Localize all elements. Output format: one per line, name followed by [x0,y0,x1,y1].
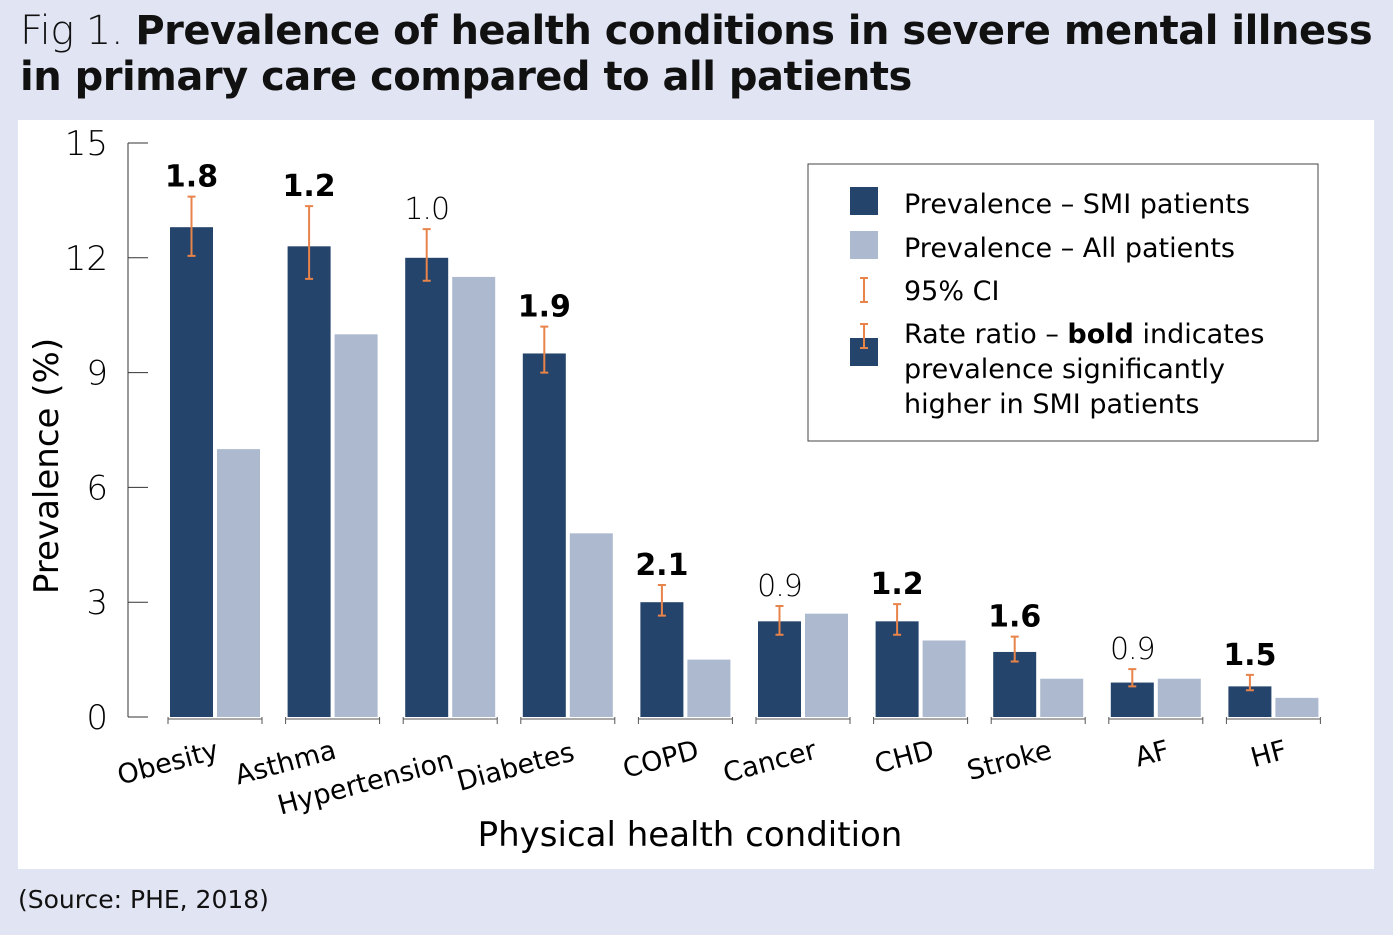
x-tick-label: CHD [871,735,937,780]
category-bracket [167,717,263,724]
rate-ratio-label: 1.0 [404,192,449,227]
bar-all-copd [687,659,731,717]
legend-label-ratio-line2: prevalence significantly [904,354,1225,385]
y-tick-label: 3 [86,583,108,623]
bar-smi-hf [1228,686,1272,717]
legend-ratio-ci-icon [860,323,868,349]
bar-smi-diabetes [522,353,566,717]
ci-error-bar [187,195,196,257]
bar-all-hf [1275,697,1319,717]
category-bracket [1108,717,1204,724]
legend-label-all: Prevalence – All patients [904,233,1235,264]
ci-error-bar [775,605,784,636]
source-note: (Source: PHE, 2018) [18,885,269,914]
x-tick-label: Obesity [114,735,222,792]
rate-ratio-label: 0.9 [757,569,802,604]
bar-smi-af [1110,682,1154,717]
x-tick-label: AF [1132,735,1173,774]
ci-error-bar [305,205,314,280]
x-tick-label: Stroke [964,735,1055,787]
bar-smi-obesity [170,227,213,718]
y-tick-label: 15 [65,124,108,164]
rate-ratio-label: 1.5 [1223,638,1276,673]
category-bracket [402,717,498,724]
ci-error-bar [893,603,902,636]
y-tick-label: 9 [86,354,108,394]
ci-error-bar [1128,668,1137,688]
rate-ratio-label: 1.2 [283,169,336,204]
y-tick-label: 12 [65,239,108,279]
legend-ratio-text-part: Rate ratio – [904,319,1067,350]
y-axis-label: Prevalence (%) [27,338,67,594]
x-tick-label: Diabetes [454,737,578,798]
category-bracket [285,717,381,724]
rate-ratio-label: 1.6 [988,600,1041,635]
category-bracket [637,717,733,724]
bar-smi-stroke [993,651,1037,717]
ci-error-bar [1010,635,1019,663]
x-axis-label: Physical health condition [478,815,903,855]
rate-ratio-label: 1.8 [165,160,218,195]
bar-smi-cancer [758,621,801,717]
figure-title-text: Prevalence of health conditions in sever… [20,8,1373,100]
y-tick-label: 0 [86,698,108,738]
y-tick-label: 6 [86,468,108,508]
rate-ratio-label: 1.9 [518,290,571,325]
bar-smi-chd [875,621,919,717]
rate-ratio-label: 1.2 [871,567,924,602]
bar-all-obesity [217,449,260,717]
ci-error-bar [657,583,666,617]
bar-all-chd [922,640,966,717]
bar-all-cancer [805,613,848,717]
bar-all-diabetes [569,533,613,717]
legend-label-ci: 95% CI [904,276,999,307]
bar-all-asthma [334,334,378,717]
category-bracket [755,717,851,724]
figure-prefix: Fig 1. [20,8,124,54]
legend-label-ratio-line3: higher in SMI patients [904,389,1199,420]
ci-error-bar [1245,673,1254,692]
bar-all-af [1157,678,1201,717]
legend-ratio-text-part: indicates [1134,319,1265,350]
bar-smi-hypertension [405,257,449,717]
figure-title: Fig 1. Prevalence of health conditions i… [20,8,1393,100]
bar-all-stroke [1040,678,1084,717]
legend-ratio-text-part: bold [1067,319,1133,350]
category-bracket [873,717,969,724]
category-bracket [520,717,616,724]
x-tick-label: Cancer [720,735,821,790]
bar-all-hypertension [452,276,496,717]
legend-label-smi: Prevalence – SMI patients [904,189,1250,220]
bar-smi-asthma [287,246,331,717]
rate-ratio-label: 0.9 [1110,632,1155,667]
category-bracket [990,717,1086,724]
legend-swatch-smi [850,187,878,215]
bar-smi-copd [640,602,684,717]
ci-error-bar [540,325,549,374]
x-tick-label: COPD [620,735,703,785]
x-tick-label: HF [1248,735,1291,774]
legend-ci-icon [860,277,868,303]
legend-label-ratio: Rate ratio – bold indicates [904,319,1264,350]
rate-ratio-label: 2.1 [635,548,688,583]
ci-error-bar [422,228,431,282]
legend-box [807,163,1319,442]
category-bracket [1225,717,1321,724]
legend-swatch-all [850,231,878,259]
